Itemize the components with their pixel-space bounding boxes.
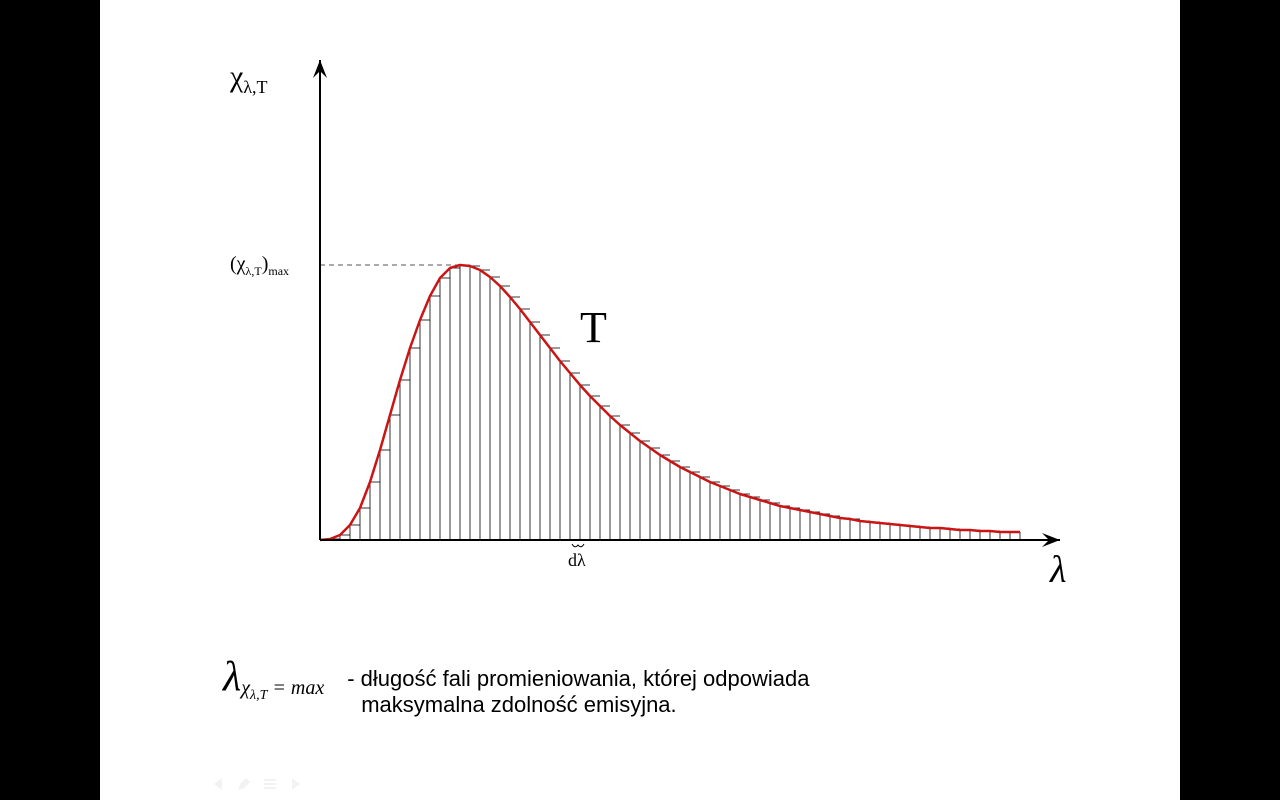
y-axis-label-text: χλ,T [230,60,268,93]
planck-curve-chart [190,50,1090,610]
y-max-label: (χλ,T)max [230,253,289,279]
temperature-label: T [580,302,607,353]
menu-icon[interactable] [262,776,278,792]
chart-area: χλ,T (χλ,T)max T dλ λ [190,50,1090,570]
pen-icon[interactable] [236,776,252,792]
next-icon[interactable] [288,776,304,792]
dlambda-label: dλ [568,550,586,571]
x-axis-label-text: λ [1050,549,1066,591]
caption-symbol: λ [223,654,241,700]
x-axis-label: λ [1050,548,1066,592]
nav-icons [210,776,304,792]
slide: χλ,T (χλ,T)max T dλ λ λχλ,T = max - dług… [100,0,1180,800]
prev-icon[interactable] [210,776,226,792]
temperature-label-text: T [580,303,607,352]
caption-line1: - długość fali promieniowania, której od… [347,666,809,691]
caption-line2: maksymalna zdolność emisyjna. [347,692,676,717]
y-axis-label: χλ,T [230,60,268,98]
caption-symbol-sub: χλ,T = max [241,677,324,699]
caption-area: λχλ,T = max - długość fali promieniowani… [220,650,1070,721]
y-max-label-text: (χλ,T)max [230,253,289,275]
dlambda-label-text: dλ [568,550,586,570]
